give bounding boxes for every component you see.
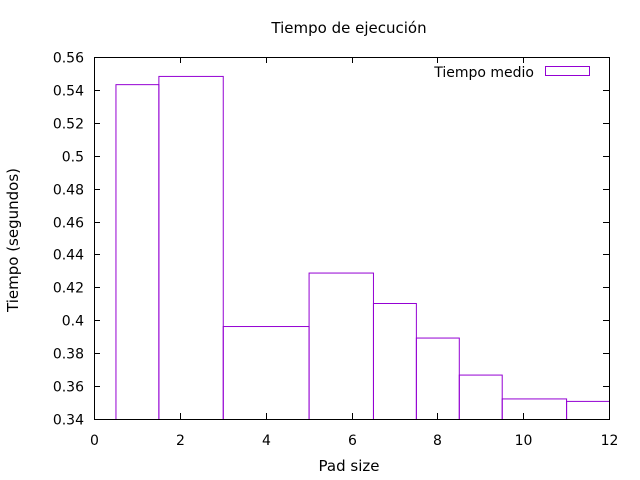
y-axis-label: Tiempo (segundos): [4, 168, 22, 313]
x-tick-label-1: 0: [90, 433, 99, 449]
y-tick-label-11: 0.54: [53, 84, 84, 100]
y-tick-label-7: 0.46: [53, 216, 84, 232]
x-axis-label: Pad size: [319, 457, 380, 475]
y-tick-label-10: 0.52: [53, 117, 84, 133]
y-tick-label-4: 0.4: [62, 314, 84, 330]
bar-8: [501, 398, 568, 421]
y-tick-label-1: 0.34: [53, 413, 84, 429]
bar-5: [372, 302, 417, 420]
x-tick-label-4: 6: [348, 433, 357, 449]
y-tick-label-5: 0.42: [53, 281, 84, 297]
x-tick-label-3: 4: [262, 433, 271, 449]
y-tick-label-6: 0.44: [53, 248, 84, 264]
bar-2: [158, 75, 224, 420]
bar-6: [415, 337, 460, 420]
chart-title: Tiempo de ejecución: [270, 19, 426, 37]
x-tick-label-6: 10: [515, 433, 533, 449]
legend-swatch: [545, 66, 590, 76]
y-tick-label-2: 0.36: [53, 380, 84, 396]
y-tick-label-9: 0.5: [62, 150, 84, 166]
y-tick-label-3: 0.38: [53, 347, 84, 363]
y-tick-label-8: 0.48: [53, 183, 84, 199]
x-tick-label-2: 2: [176, 433, 185, 449]
bar-7: [458, 374, 503, 420]
plot-frame: [94, 57, 610, 420]
bar-1: [115, 84, 160, 421]
y-tick-label-12: 0.56: [53, 51, 84, 67]
bar-3: [222, 326, 310, 421]
x-tick-label-5: 8: [433, 433, 442, 449]
x-tick-label-7: 12: [601, 433, 619, 449]
bar-9: [566, 400, 610, 420]
bar-4: [308, 272, 374, 420]
plot-layer: 0.34 0.36 0.38 0.4 0.42 0.44 0.46 0.48 0.5 0.52 0.…: [53, 51, 619, 450]
legend-label: Tiempo medio: [433, 65, 534, 81]
